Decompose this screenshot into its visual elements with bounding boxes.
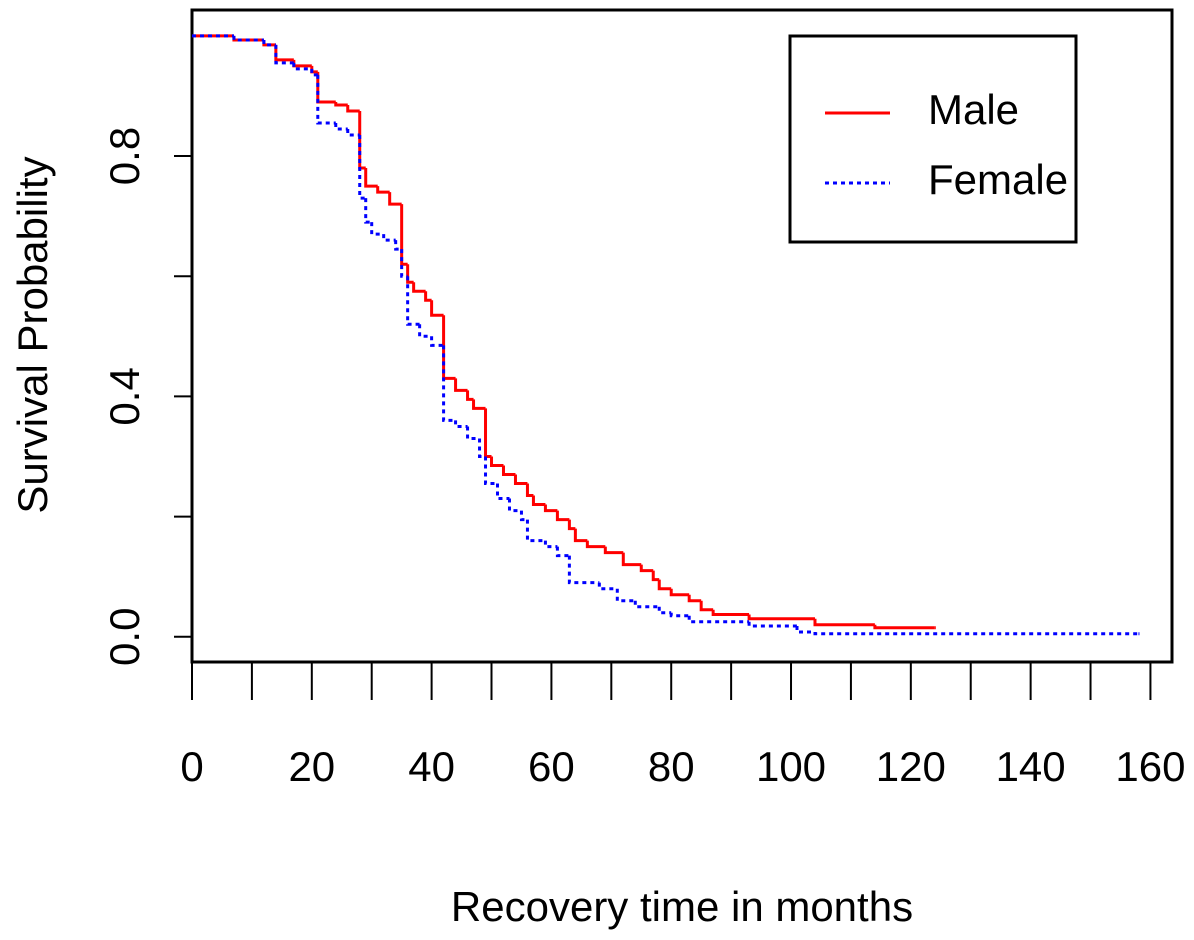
- step-segment: [711, 609, 750, 617]
- step-segment: [472, 399, 486, 410]
- x-tick-label: 100: [756, 743, 826, 790]
- step-segment: [274, 44, 294, 65]
- series: [192, 34, 1140, 636]
- step-segment: [358, 134, 366, 200]
- step-segment: [442, 315, 456, 380]
- step-segment: [747, 621, 798, 628]
- legend-label: Male: [928, 86, 1019, 133]
- step-segment: [639, 564, 654, 573]
- y-axis-title: Survival Probability: [9, 156, 56, 513]
- step-segment: [478, 438, 486, 458]
- step-segment: [496, 483, 510, 501]
- step-segment: [334, 122, 348, 131]
- step-segment: [795, 625, 815, 634]
- step-segment: [406, 264, 414, 284]
- step-segment: [501, 465, 516, 477]
- step-segment: [334, 101, 348, 107]
- step-segment: [573, 528, 588, 543]
- step-segment: [346, 104, 360, 113]
- x-tick-label: 80: [648, 743, 695, 790]
- step-segment: [813, 631, 1139, 636]
- step-segment: [400, 204, 408, 266]
- step-segment: [490, 456, 504, 467]
- x-axis-title: Recovery time in months: [451, 883, 913, 930]
- step-segment: [424, 291, 432, 302]
- x-tick-label: 40: [408, 743, 455, 790]
- step-segment: [376, 186, 390, 194]
- step-segment: [484, 408, 492, 458]
- step-segment: [346, 128, 360, 137]
- step-segment: [651, 570, 660, 582]
- step-segment: [699, 600, 714, 612]
- y-tick-label: 0.0: [101, 608, 148, 666]
- step-segment: [687, 594, 702, 603]
- step-segment: [370, 222, 384, 236]
- step-segment: [669, 588, 690, 597]
- step-segment: [466, 390, 474, 401]
- plot-frame: [190, 8, 1174, 664]
- step-segment: [364, 198, 372, 224]
- step-segment: [621, 552, 642, 567]
- step-segment: [615, 588, 636, 603]
- legend-label: Female: [928, 156, 1068, 203]
- step-segment: [555, 546, 570, 558]
- step-segment: [525, 483, 534, 498]
- step-segment: [585, 540, 606, 549]
- step-segment: [597, 582, 618, 591]
- step-segment: [513, 474, 528, 486]
- step-segment: [454, 420, 468, 428]
- step-segment: [316, 74, 336, 125]
- step-segment: [454, 378, 468, 392]
- step-segment: [669, 612, 690, 618]
- step-segment: [274, 44, 294, 62]
- x-tick-label: 120: [876, 743, 946, 790]
- step-segment: [232, 35, 264, 42]
- legend-box: [788, 34, 1078, 244]
- step-segment: [442, 345, 456, 422]
- step-segment: [747, 614, 815, 621]
- step-segment: [567, 519, 576, 531]
- step-segment: [466, 426, 480, 440]
- step-segment: [687, 615, 750, 624]
- step-segment: [657, 606, 672, 615]
- step-segment: [543, 504, 558, 513]
- step-segment: [567, 555, 600, 585]
- step-segment: [418, 324, 432, 338]
- x-tick-label: 20: [288, 743, 335, 790]
- step-segment: [316, 71, 336, 104]
- step-segment: [531, 495, 546, 507]
- step-segment: [292, 62, 312, 71]
- step-segment: [310, 68, 318, 77]
- step-segment: [657, 579, 672, 591]
- step-segment: [430, 336, 444, 347]
- x-tick-label: 60: [528, 743, 575, 790]
- step-segment: [394, 240, 402, 251]
- x-tick-label: 0: [180, 743, 203, 790]
- step-segment: [262, 40, 276, 47]
- step-segment: [507, 498, 522, 513]
- step-segment: [412, 282, 426, 293]
- step-segment: [406, 276, 420, 326]
- step-segment: [388, 192, 402, 206]
- step-segment: [364, 168, 378, 188]
- step-segment: [519, 510, 528, 522]
- y-tick-label: 0.4: [101, 367, 148, 425]
- step-segment: [813, 618, 875, 627]
- step-segment: [873, 624, 935, 630]
- step-segment: [525, 519, 546, 543]
- step-segment: [382, 234, 396, 242]
- step-segment: [430, 300, 444, 317]
- x-tick-label: 160: [1115, 743, 1185, 790]
- step-segment: [633, 600, 660, 609]
- step-segment: [484, 456, 498, 486]
- step-segment: [603, 546, 624, 555]
- step-segment: [543, 540, 558, 549]
- y-tick-label: 0.8: [101, 127, 148, 185]
- step-segment: [400, 249, 408, 278]
- step-segment: [555, 510, 570, 522]
- x-tick-label: 140: [996, 743, 1066, 790]
- step-segment: [292, 59, 312, 68]
